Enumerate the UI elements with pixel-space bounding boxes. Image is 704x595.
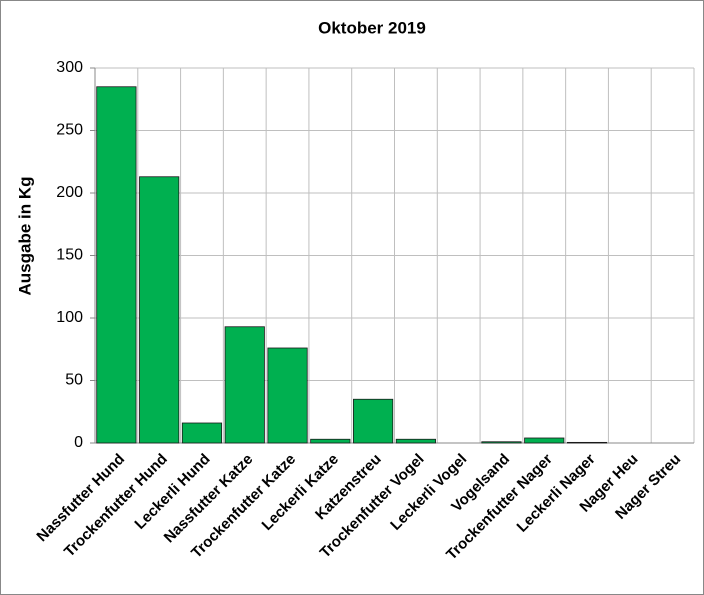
- y-tick-label: 50: [65, 372, 83, 389]
- bar: [524, 437, 565, 444]
- y-tick-label: 150: [56, 247, 83, 264]
- y-tick-label: 0: [74, 434, 83, 451]
- chart-title: Oktober 2019: [318, 18, 426, 37]
- y-tick-label: 250: [56, 122, 83, 139]
- bar: [481, 441, 522, 444]
- y-axis-label: Ausgabe in Kg: [15, 176, 34, 295]
- bar: [181, 422, 223, 444]
- bar: [267, 347, 308, 444]
- y-tick-label: 200: [56, 184, 83, 201]
- bar: [139, 176, 180, 444]
- bar: [395, 438, 436, 444]
- bar: [566, 441, 608, 444]
- bar: [224, 326, 265, 444]
- y-tick-label: 100: [56, 309, 83, 326]
- y-tick-label: 300: [56, 59, 83, 76]
- bar: [353, 398, 394, 444]
- bar: [310, 438, 351, 444]
- bar: [96, 86, 137, 444]
